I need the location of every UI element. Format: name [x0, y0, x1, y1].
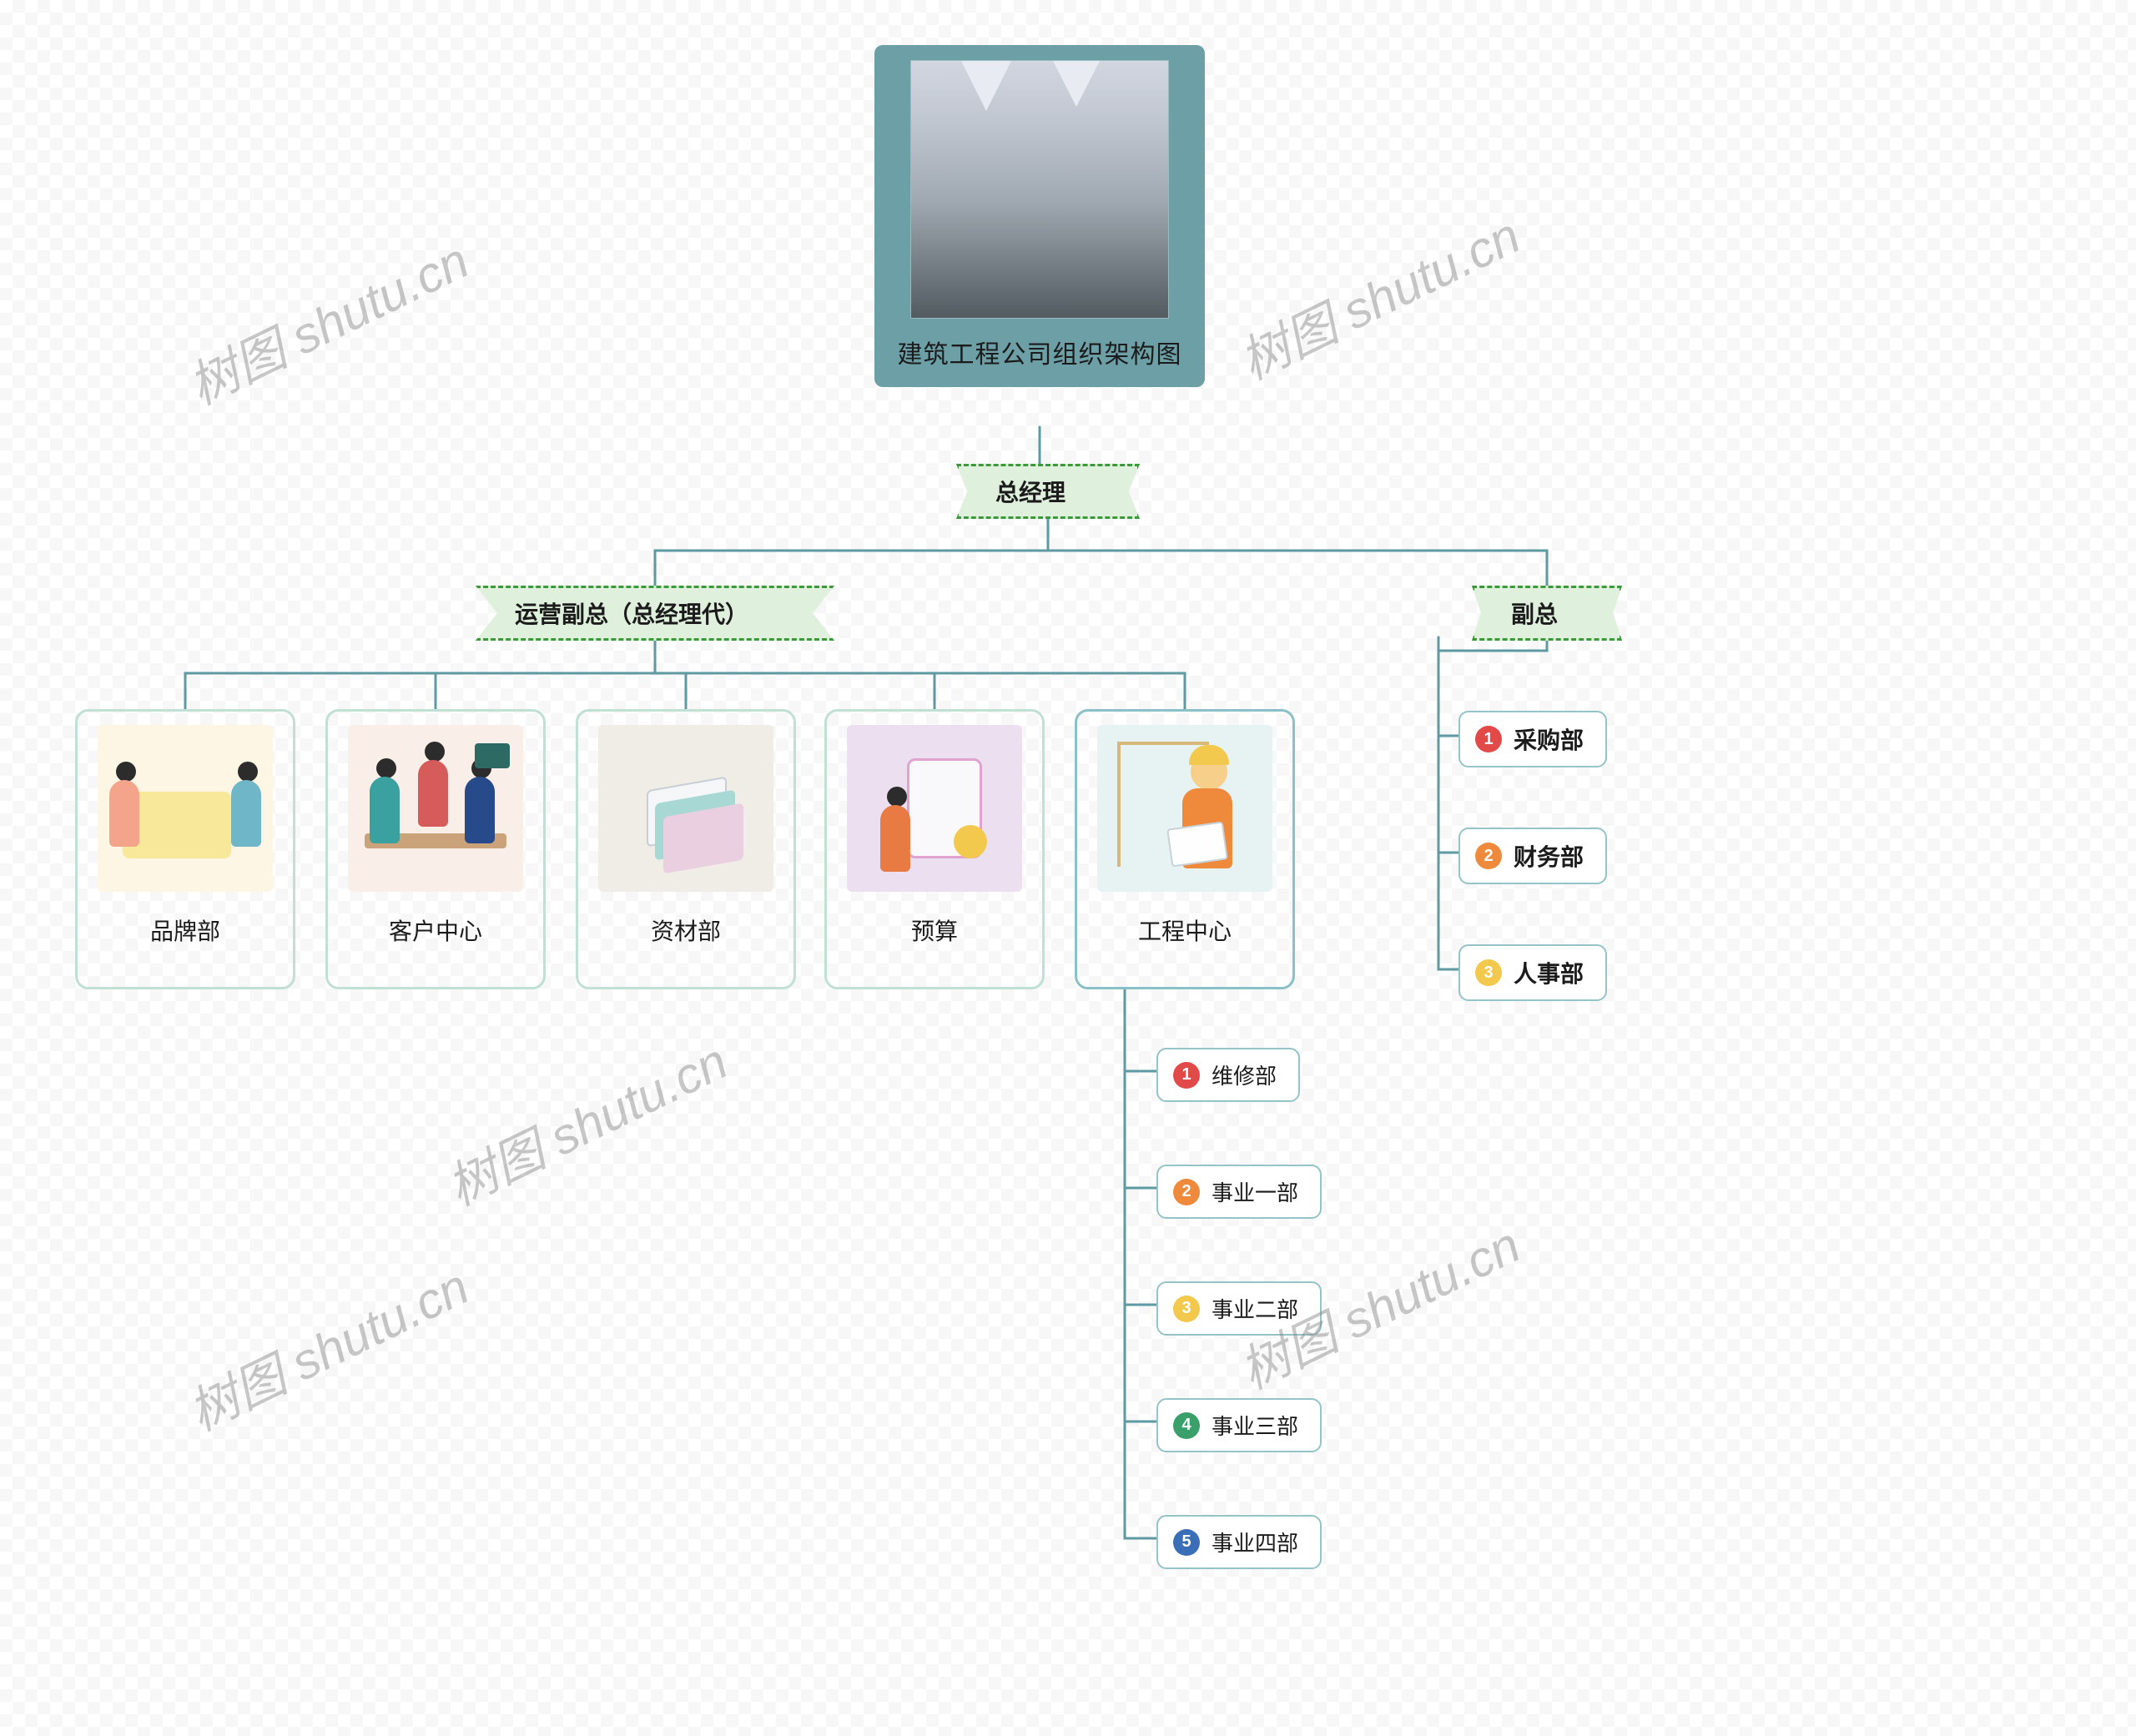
- root-thumbnail: [910, 60, 1169, 319]
- pill-number: 3: [1173, 1296, 1200, 1322]
- pill-number: 5: [1173, 1529, 1200, 1556]
- dept-label: 客户中心: [341, 913, 530, 947]
- pill-number: 2: [1173, 1179, 1200, 1205]
- watermark: 树图 shutu.cn: [174, 221, 479, 420]
- pill-number: 1: [1173, 1062, 1200, 1089]
- coo-node: 运营副总（总经理代）: [476, 586, 834, 641]
- pill-label: 维修部: [1212, 1059, 1277, 1090]
- pill-label: 事业二部: [1212, 1293, 1298, 1324]
- pill-label: 事业一部: [1212, 1176, 1298, 1207]
- pill-item: 2 财务部: [1458, 828, 1607, 884]
- pill-label: 事业四部: [1212, 1527, 1298, 1557]
- dept-eng: 工程中心: [1075, 709, 1295, 989]
- watermark: 树图 shutu.cn: [1226, 196, 1530, 395]
- dept-material: 资材部: [576, 709, 796, 989]
- pill-number: 2: [1475, 843, 1502, 869]
- root-title: 建筑工程公司组织架构图: [889, 334, 1190, 370]
- gm-node: 总经理: [956, 464, 1140, 519]
- dept-label: 品牌部: [91, 913, 280, 947]
- root-node: 建筑工程公司组织架构图: [874, 45, 1205, 387]
- pill-item: 3 人事部: [1458, 944, 1607, 1001]
- vp-node: 副总: [1472, 586, 1622, 641]
- pill-label: 财务部: [1514, 839, 1584, 873]
- watermark: 树图 shutu.cn: [174, 1247, 479, 1446]
- pill-label: 事业三部: [1212, 1410, 1298, 1441]
- pill-number: 1: [1475, 726, 1502, 752]
- pill-number: 4: [1173, 1412, 1200, 1439]
- dept-budget: 预算: [824, 709, 1045, 989]
- pill-item: 1 采购部: [1458, 711, 1607, 767]
- pill-label: 采购部: [1514, 722, 1584, 756]
- org-chart-canvas: 建筑工程公司组织架构图 总经理 运营副总（总经理代） 副总 品牌部 客户中心 资材部…: [0, 0, 2136, 1736]
- dept-customer: 客户中心: [325, 709, 546, 989]
- pill-item: 2 事业一部: [1156, 1165, 1322, 1219]
- pill-number: 3: [1475, 959, 1502, 986]
- pill-item: 5 事业四部: [1156, 1515, 1322, 1569]
- pill-item: 4 事业三部: [1156, 1398, 1322, 1452]
- watermark: 树图 shutu.cn: [433, 1022, 738, 1220]
- dept-label: 资材部: [592, 913, 780, 947]
- dept-brand: 品牌部: [75, 709, 295, 989]
- dept-label: 预算: [840, 913, 1029, 947]
- pill-item: 1 维修部: [1156, 1048, 1300, 1102]
- dept-label: 工程中心: [1091, 913, 1279, 947]
- pill-label: 人事部: [1514, 956, 1584, 989]
- pill-item: 3 事业二部: [1156, 1281, 1322, 1336]
